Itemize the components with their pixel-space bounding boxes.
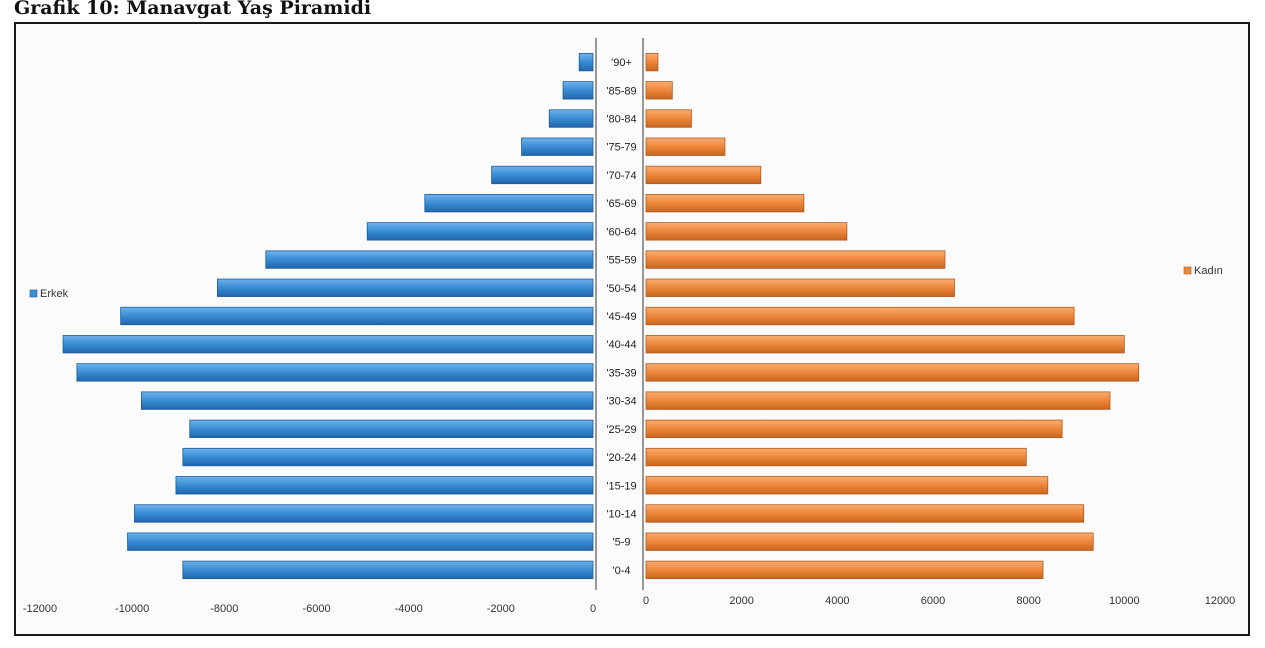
bar-erkek-3 xyxy=(175,476,594,495)
bar-kadin-6 xyxy=(645,391,1111,410)
bar-erkek-17 xyxy=(562,81,594,100)
age-label-3: '15-19 xyxy=(606,480,636,492)
bar-erkek-13 xyxy=(424,194,594,213)
age-label-14: '70-74 xyxy=(606,170,636,182)
bar-erkek-9 xyxy=(120,306,594,326)
right-tick-3: 6000 xyxy=(921,595,945,607)
age-label-8: '40-44 xyxy=(606,339,636,351)
bar-erkek-15 xyxy=(521,137,594,156)
right-tick-2: 4000 xyxy=(825,595,849,607)
bar-erkek-8 xyxy=(62,335,594,354)
bar-erkek-18 xyxy=(578,52,594,72)
bar-kadin-4 xyxy=(645,447,1027,467)
age-label-10: '50-54 xyxy=(606,283,636,295)
bar-kadin-3 xyxy=(645,476,1049,495)
bar-kadin-18 xyxy=(645,52,659,72)
left-tick-5: -2000 xyxy=(487,603,515,615)
age-label-4: '20-24 xyxy=(606,452,636,464)
bar-erkek-16 xyxy=(548,109,594,128)
legend-swatch-kadin xyxy=(1183,266,1192,275)
right-tick-6: 12000 xyxy=(1205,595,1236,607)
bar-kadin-7 xyxy=(645,363,1140,382)
bar-erkek-2 xyxy=(134,504,594,523)
bar-erkek-11 xyxy=(265,250,594,269)
chart-frame: -12000 -10000 -8000 -6000 -4000 -2000 0 0 2000 40… xyxy=(14,22,1250,636)
age-label-0: '0-4 xyxy=(613,565,631,577)
bar-kadin-1 xyxy=(645,532,1094,551)
left-tick-0: -12000 xyxy=(23,603,57,615)
age-label-15: '75-79 xyxy=(606,142,636,154)
right-tick-1: 2000 xyxy=(729,595,753,607)
left-tick-2: -8000 xyxy=(210,603,238,615)
bar-kadin-13 xyxy=(645,194,805,213)
bar-erkek-0 xyxy=(182,560,594,580)
bar-kadin-8 xyxy=(645,335,1125,354)
bar-erkek-14 xyxy=(491,165,594,185)
age-label-12: '60-64 xyxy=(606,226,636,238)
bar-erkek-1 xyxy=(127,532,594,551)
legend-label-kadin: Kadın xyxy=(1194,265,1223,277)
left-tick-3: -6000 xyxy=(302,603,330,615)
age-label-17: '85-89 xyxy=(606,85,636,97)
age-label-2: '10-14 xyxy=(606,508,636,520)
bar-kadin-12 xyxy=(645,222,848,241)
legend-swatch-erkek xyxy=(29,289,38,298)
age-label-9: '45-49 xyxy=(606,311,636,323)
bar-kadin-0 xyxy=(645,560,1044,580)
chart-title: Grafik 10: Manavgat Yaş Piramidi xyxy=(14,0,372,19)
age-label-18: '90+ xyxy=(611,57,632,69)
age-label-5: '25-29 xyxy=(606,424,636,436)
bar-erkek-12 xyxy=(366,222,594,241)
bar-erkek-10 xyxy=(217,278,594,297)
age-label-16: '80-84 xyxy=(606,114,636,126)
left-tick-4: -4000 xyxy=(395,603,423,615)
bar-kadin-5 xyxy=(645,419,1063,438)
left-tick-6: 0 xyxy=(590,603,596,615)
bar-kadin-16 xyxy=(645,109,692,128)
bar-erkek-4 xyxy=(182,447,594,467)
bar-kadin-10 xyxy=(645,278,955,297)
bar-kadin-14 xyxy=(645,165,762,185)
bar-kadin-2 xyxy=(645,504,1085,523)
bar-erkek-6 xyxy=(140,391,594,410)
bar-erkek-5 xyxy=(189,419,594,438)
bar-kadin-9 xyxy=(645,306,1075,326)
bar-erkek-7 xyxy=(76,363,594,382)
age-label-11: '55-59 xyxy=(606,255,636,267)
age-label-7: '35-39 xyxy=(606,367,636,379)
left-tick-1: -10000 xyxy=(115,603,149,615)
age-label-6: '30-34 xyxy=(606,396,636,408)
age-label-13: '65-69 xyxy=(606,198,636,210)
age-label-1: '5-9 xyxy=(613,537,631,549)
pyramid-chart: -12000 -10000 -8000 -6000 -4000 -2000 0 0 2000 40… xyxy=(23,38,1236,615)
right-tick-4: 8000 xyxy=(1016,595,1040,607)
right-tick-5: 10000 xyxy=(1109,595,1140,607)
bar-kadin-15 xyxy=(645,137,726,156)
legend-label-erkek: Erkek xyxy=(40,288,69,300)
bar-kadin-11 xyxy=(645,250,946,269)
bar-kadin-17 xyxy=(645,81,673,100)
right-tick-0: 0 xyxy=(643,595,649,607)
